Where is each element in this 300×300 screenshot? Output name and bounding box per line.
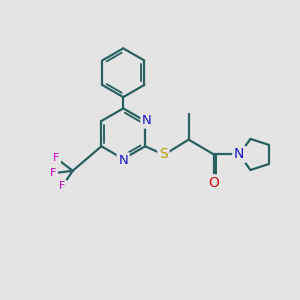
Text: N: N [118, 154, 128, 167]
Text: O: O [208, 176, 219, 190]
Text: N: N [234, 148, 244, 161]
Text: N: N [142, 114, 152, 127]
Text: F: F [53, 153, 60, 163]
Text: S: S [159, 148, 168, 161]
Text: F: F [59, 181, 65, 191]
Text: F: F [50, 168, 57, 178]
